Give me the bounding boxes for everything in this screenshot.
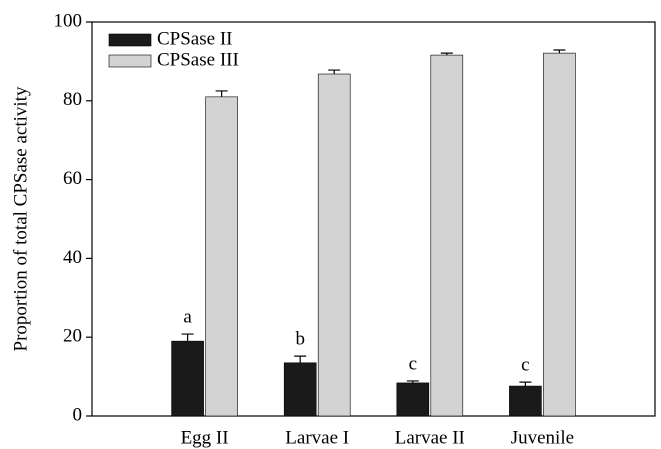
y-tick-label: 40 [63,247,82,268]
annotation: c [409,353,417,374]
x-tick-label: Juvenile [511,427,574,448]
bar [430,54,464,417]
y-tick-label: 80 [63,89,82,110]
legend-swatch [108,33,152,47]
error-bar [519,381,532,387]
bar [509,385,542,417]
y-tick-label: 0 [73,404,83,425]
error-bar [553,49,566,54]
error-bar [294,355,307,363]
error-bar [181,333,194,342]
annotation: c [521,354,529,375]
y-tick-label: 60 [63,168,82,189]
bar [543,52,576,417]
bar [283,362,317,417]
annotation: a [183,306,192,327]
error-bar [215,90,228,97]
x-tick-label: Larvae II [395,427,465,448]
error-bar [440,52,453,56]
annotation: b [295,328,305,349]
x-tick-label: Larvae I [285,427,349,448]
bar [171,340,204,417]
bar [396,382,430,417]
error-bar [328,69,341,75]
plot-frame [91,21,656,417]
legend-label: CPSase III [157,49,239,70]
y-axis-label: Proportion of total CPSase activity [10,86,31,351]
bar [317,73,351,417]
y-tick-label: 20 [63,326,82,347]
bar [205,96,238,417]
legend-swatch [108,54,152,68]
error-bar [406,380,419,383]
legend-label: CPSase II [157,28,232,49]
y-tick-label: 100 [54,10,83,31]
x-tick-label: Egg II [181,427,229,448]
